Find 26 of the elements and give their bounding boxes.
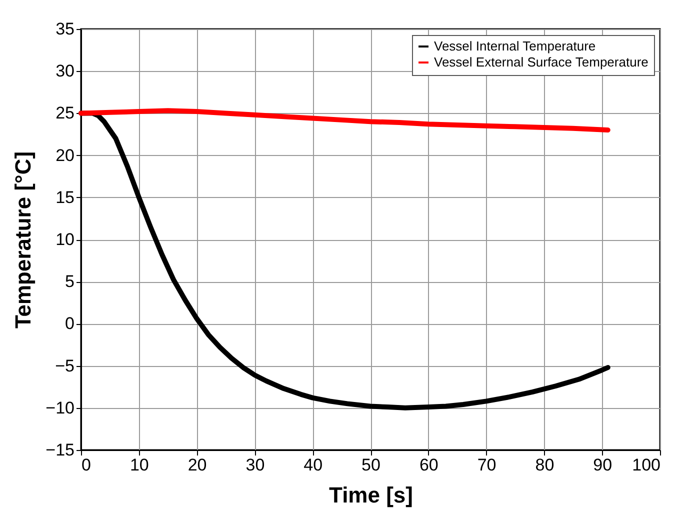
x-tick-label: 20 bbox=[188, 456, 207, 474]
x-tick-label: 10 bbox=[130, 456, 149, 474]
y-tick-label: 5 bbox=[65, 272, 74, 292]
x-tick-label: 50 bbox=[362, 456, 380, 474]
x-tick-label: 60 bbox=[419, 456, 438, 474]
x-tick-label: 80 bbox=[535, 456, 554, 474]
y-tick-label: −5 bbox=[55, 356, 74, 376]
x-axis-title: Time [s] bbox=[329, 482, 413, 508]
x-tick-label: 100 bbox=[632, 456, 660, 474]
y-tick-label: −10 bbox=[46, 398, 74, 418]
y-tick-label: 30 bbox=[56, 62, 74, 81]
x-tick-label: 90 bbox=[593, 456, 612, 474]
x-tick-label: 0 bbox=[82, 456, 91, 474]
y-tick-label: 15 bbox=[56, 188, 74, 207]
x-tick-label: 40 bbox=[304, 456, 323, 474]
x-tick-label: 30 bbox=[246, 456, 265, 474]
y-tick-label: 0 bbox=[65, 314, 74, 334]
y-tick-label: 20 bbox=[56, 146, 74, 165]
y-axis-title: Temperature [°C] bbox=[10, 151, 36, 329]
y-tick-label: 35 bbox=[56, 20, 74, 38]
y-tick-label: 25 bbox=[56, 104, 74, 123]
legend-label: Vessel External Surface Temperature bbox=[434, 54, 648, 70]
y-tick-label: 10 bbox=[56, 230, 74, 249]
x-tick-label: 70 bbox=[477, 456, 496, 474]
y-tick-label: −15 bbox=[46, 440, 74, 460]
legend-label: Vessel Internal Temperature bbox=[434, 38, 596, 54]
